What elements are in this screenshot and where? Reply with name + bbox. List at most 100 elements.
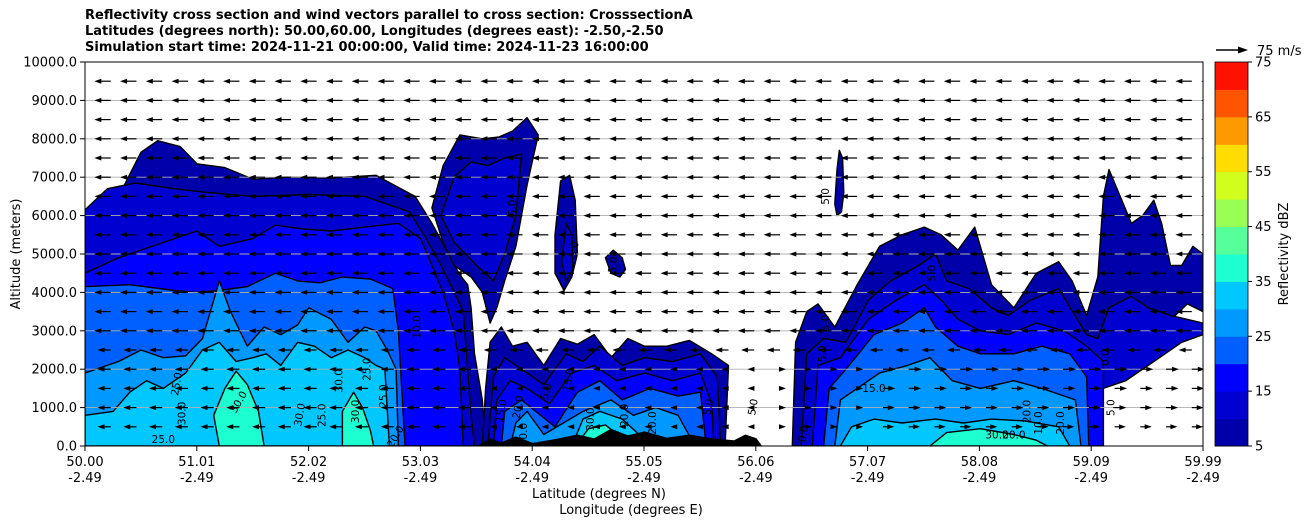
wind-vector-head [609,213,617,219]
wind-vector-head [660,155,668,161]
wind-vector-head [712,232,720,238]
wind-vector-head [174,366,182,372]
wind-vector-head [918,174,926,180]
wind-vector-head [567,366,575,372]
wind-vector-head [1020,289,1028,295]
wind-vector-head [377,78,385,84]
wind-vector-head [972,347,980,353]
wind-vector-head [660,97,668,103]
wind-vector-head [197,289,205,295]
wind-vector-head [1204,348,1211,353]
wind-vector-head [1020,309,1028,315]
wind-vector-head [660,174,668,180]
wind-vector-head [1098,328,1106,334]
wind-vector-head [377,174,385,180]
wind-vector-head [695,424,703,430]
wind-vector-head [1049,347,1057,353]
wind-vector-head [866,78,874,84]
wind-vector-head [123,405,131,411]
wind-vector-head [1170,424,1178,430]
wind-vector-head [403,328,411,334]
wind-vector-head [789,328,797,334]
wind-vector-head [892,270,900,276]
wind-vector-head [69,79,76,84]
wind-vector-head [300,78,308,84]
wind-vector-head [351,309,359,315]
wind-vector-head [1098,289,1106,295]
wind-vector-head [892,232,900,238]
wind-vector-head [1149,78,1157,84]
wind-vector-head [1020,328,1028,334]
wind-vector-head [737,117,745,123]
wind-vector-head [531,155,539,161]
wind-vector-head [123,385,131,391]
wind-vector-head [428,232,436,238]
wind-vector-head [866,193,874,199]
wind-vector-head [557,174,565,180]
wind-vector-head [583,174,591,180]
wind-vector-head [145,251,153,257]
wind-vector-head [223,289,231,295]
wind-vector-head [686,155,694,161]
wind-vector-head [763,328,771,334]
wind-vector-head [792,347,800,353]
wind-vector-head [531,97,539,103]
wind-vector-head [351,289,359,295]
colorbar-tick-label: 5 [1255,440,1263,455]
wind-vector-head [567,385,575,391]
wind-vector-head [670,385,678,391]
wind-vector-head [403,193,411,199]
wind-vector-head [274,78,282,84]
wind-vector-head [557,328,565,334]
wind-vector-head [763,155,771,161]
wind-vector-head [1046,136,1054,142]
wind-vector-head [428,270,436,276]
wind-vector-head [840,309,848,315]
wind-vector-head [840,117,848,123]
x-axis: 50.00-2.4951.01-2.4952.02-2.4953.03-2.49… [66,446,1222,486]
wind-vector-head [557,136,565,142]
wind-vector-head [712,136,720,142]
wind-vector-head [223,251,231,257]
wind-vector-head [712,251,720,257]
wind-vector-head [454,174,462,180]
colorbar-segment [1215,116,1248,145]
x-tick-label-lon: -2.49 [963,471,997,486]
wind-vector-head [1123,155,1131,161]
wind-vector-head [747,424,755,430]
wind-vector-head [1098,155,1106,161]
wind-vector-head [815,309,823,315]
wind-vector-head [840,251,848,257]
wind-vector-head [72,386,79,391]
wind-vector-head [1098,117,1106,123]
title-line-2: Latitudes (degrees north): 50.00,60.00, … [85,24,664,39]
colorbar-tick-label: 75 [1255,56,1272,71]
wind-vector-head [1072,155,1080,161]
wind-vector-head [480,97,488,103]
wind-vector-head [197,309,205,315]
wind-vector-head [72,424,79,429]
wind-vector-head [737,328,745,334]
wind-vector-head [94,309,102,315]
wind-vector-head [969,309,977,315]
wind-vector-head [1149,270,1157,276]
wind-vector-head [1123,97,1131,103]
wind-vector-head [329,405,337,411]
wind-vector-head [1149,251,1157,257]
wind-vector-head [840,174,848,180]
wind-vector-head [171,289,179,295]
wind-vector-head [1123,328,1131,334]
wind-vector-head [197,136,205,142]
wind-vector-head [789,174,797,180]
x-tick-label-lon: -2.49 [180,471,214,486]
wind-vector-head [403,251,411,257]
wind-vector-head [325,309,333,315]
wind-vector-head [557,117,565,123]
wind-vector-head [171,270,179,276]
wind-vector-head [277,366,285,372]
title-line-3: Simulation start time: 2024-11-21 00:00:… [85,40,649,55]
wind-vector-head [660,309,668,315]
wind-vector-head [377,289,385,295]
colorbar-segment [1215,254,1248,282]
wind-vector-head [377,270,385,276]
